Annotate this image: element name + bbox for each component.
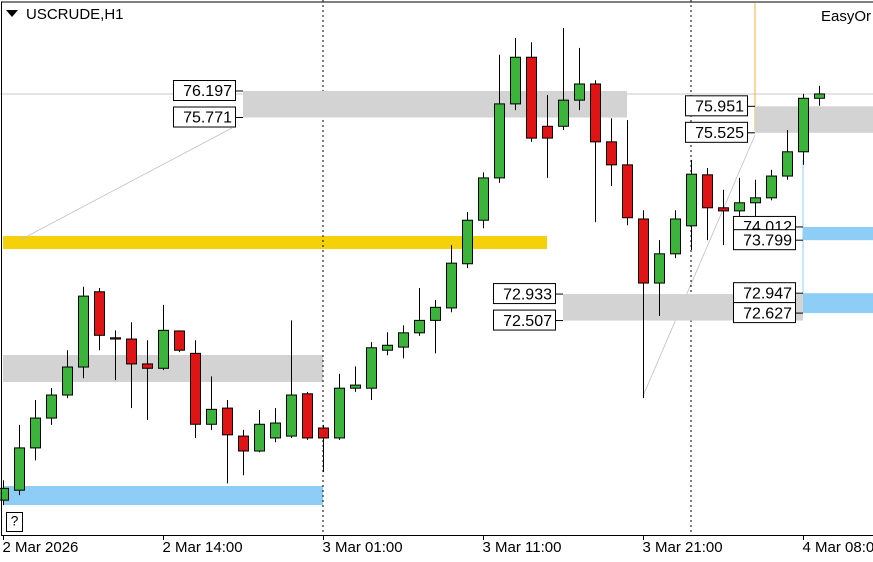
candle-body	[414, 319, 425, 334]
zone-label-box	[685, 95, 748, 117]
zone-label-box	[173, 80, 236, 102]
zone-label-box	[173, 106, 236, 128]
candle-body	[238, 435, 249, 452]
horizontal-band	[3, 236, 547, 249]
candle-body	[478, 177, 489, 221]
candle-body	[654, 253, 665, 284]
candle-body	[142, 363, 153, 369]
labels: 2 Mar 2026 2 Mar 14:00 3 Mar 01:00 3 Mar 11…	[3, 80, 873, 556]
zone	[803, 226, 873, 241]
zone-label: 75.771	[183, 110, 232, 127]
candle-body	[366, 347, 377, 389]
candle-body	[494, 103, 505, 179]
candle-body	[46, 394, 57, 419]
candle-body	[174, 330, 185, 351]
help-button-label[interactable]: ?	[11, 513, 19, 529]
candle-body	[574, 83, 585, 101]
candle-body	[0, 487, 9, 501]
candle-body	[606, 141, 617, 166]
trend-line	[19, 127, 233, 241]
candle-body	[14, 447, 25, 491]
horizontal-band	[3, 486, 323, 505]
candle-body	[638, 218, 649, 284]
candle-body	[622, 164, 633, 219]
candle-body	[718, 207, 729, 212]
zone-label-box	[733, 302, 796, 324]
candle-body	[190, 352, 201, 425]
zone-label: 75.951	[695, 99, 744, 116]
menu-triangle[interactable]	[6, 10, 18, 17]
candle-body	[446, 262, 457, 309]
candle-body	[814, 93, 825, 99]
zone-label-box	[685, 121, 748, 143]
zone-label-box	[493, 283, 556, 305]
candle-body	[334, 387, 345, 439]
candle-body	[558, 99, 569, 127]
candle-body	[30, 417, 41, 449]
candle-body	[286, 394, 297, 437]
candle-body	[462, 219, 473, 265]
help-button[interactable]	[6, 512, 23, 532]
candle-body	[398, 332, 409, 348]
chart-title: USCRUDE,H1	[26, 6, 124, 23]
zone	[803, 293, 873, 314]
candle-body	[254, 423, 265, 452]
x-tick-label: 2 Mar 2026	[3, 539, 79, 556]
candle-body	[78, 295, 89, 368]
candle-body	[686, 173, 697, 227]
zone	[755, 106, 873, 133]
zone-label: 75.525	[695, 125, 744, 142]
candle-body	[590, 83, 601, 143]
candle-body	[750, 197, 761, 204]
candle-body	[222, 407, 233, 436]
candle-body	[126, 338, 137, 365]
candle-body	[702, 174, 713, 209]
x-tick-label: 2 Mar 14:00	[163, 539, 243, 556]
candle-body	[158, 329, 169, 369]
zone-label-box	[733, 229, 796, 251]
candle-body	[782, 151, 793, 177]
zone-label: 73.799	[743, 232, 792, 249]
trend-line	[642, 134, 756, 397]
zone-label: 72.933	[503, 286, 552, 303]
zone-label: 72.507	[503, 313, 552, 330]
candle-body	[94, 291, 105, 336]
candle-body	[270, 422, 281, 439]
candle-body	[350, 384, 361, 389]
zone-label-box	[493, 309, 556, 331]
x-tick-label: 4 Mar 08:00	[803, 539, 873, 556]
candle-body	[766, 175, 777, 199]
candle-body	[526, 56, 537, 139]
candle-body	[670, 218, 681, 255]
candle-body	[302, 393, 313, 439]
candle-body	[542, 125, 553, 139]
candle-body	[798, 97, 809, 153]
x-tick-label: 3 Mar 21:00	[643, 539, 723, 556]
candle-body	[318, 427, 329, 439]
indicator-label: EasyOr	[821, 8, 871, 25]
x-tick-label: 3 Mar 11:00	[483, 539, 562, 556]
candle-body	[510, 56, 521, 105]
candle-body	[110, 337, 121, 340]
zone-label: 76.197	[183, 83, 232, 100]
candle-body	[206, 408, 217, 425]
candle-body	[382, 344, 393, 351]
candle-body	[734, 202, 745, 212]
x-tick-label: 3 Mar 01:00	[323, 539, 403, 556]
zone	[243, 91, 627, 118]
zone-label: 72.947	[743, 285, 792, 302]
candle-body	[62, 366, 73, 396]
candle-body	[430, 306, 441, 321]
zone-label: 72.627	[743, 305, 792, 322]
